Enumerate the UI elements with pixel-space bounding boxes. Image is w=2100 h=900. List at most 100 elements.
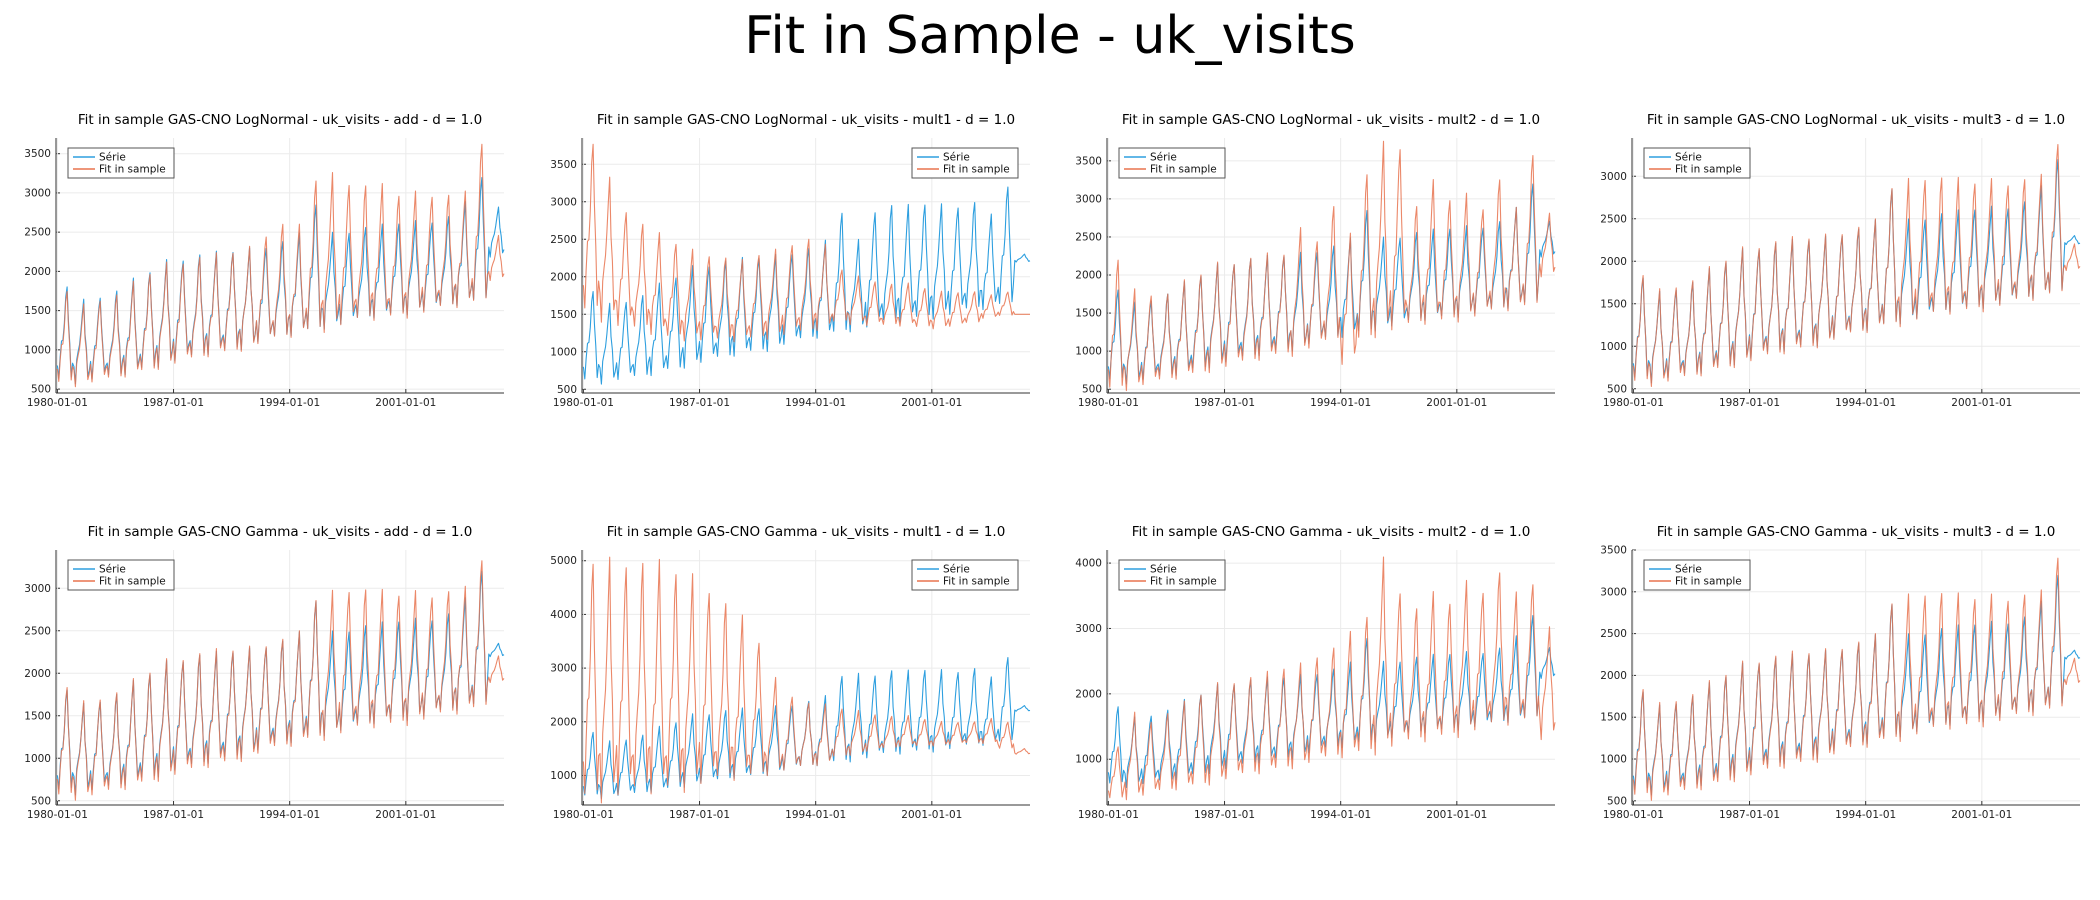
- y-tick-label: 4000: [1075, 558, 1102, 570]
- legend-box: [1643, 147, 1751, 179]
- x-tick-label: 1987-01-01: [669, 397, 730, 409]
- chart-title: Fit in sample GAS-CNO Gamma - uk_visits …: [1657, 524, 2056, 540]
- x-tick-label: 1994-01-01: [1310, 397, 1371, 409]
- y-tick-label: 4000: [550, 609, 577, 621]
- legend-label: Fit in sample: [1150, 164, 1217, 176]
- chart-title: Fit in sample GAS-CNO LogNormal - uk_vis…: [597, 112, 1015, 128]
- x-tick-label: 1980-01-01: [27, 397, 88, 409]
- y-tick-label: 3500: [550, 159, 577, 171]
- y-tick-label: 3000: [1600, 586, 1627, 598]
- x-tick-label: 1980-01-01: [1603, 397, 1664, 409]
- x-tick-label: 2001-01-01: [375, 397, 436, 409]
- y-tick-label: 5000: [550, 555, 577, 567]
- x-tick-label: 1994-01-01: [785, 397, 846, 409]
- y-tick-label: 2000: [1600, 256, 1627, 268]
- y-tick-label: 500: [557, 384, 577, 396]
- series-line-fit: [1632, 557, 2081, 801]
- chart-panel-4: Fit in sample GAS-CNO LogNormal - uk_vis…: [1600, 112, 2081, 409]
- y-tick-label: 3000: [550, 196, 577, 208]
- legend-box: [1118, 559, 1226, 591]
- y-tick-label: 500: [1607, 795, 1627, 807]
- y-tick-label: 1000: [24, 753, 51, 765]
- x-tick-label: 1987-01-01: [143, 809, 204, 821]
- y-tick-label: 2000: [24, 266, 51, 278]
- y-tick-label: 2000: [550, 716, 577, 728]
- x-tick-label: 1980-01-01: [1603, 809, 1664, 821]
- x-tick-label: 1987-01-01: [1194, 809, 1255, 821]
- series-line-serie: [56, 176, 505, 385]
- legend-label: Série: [1150, 152, 1177, 164]
- y-tick-label: 2500: [24, 625, 51, 637]
- series-line-fit: [1107, 556, 1556, 801]
- y-tick-label: 3000: [24, 187, 51, 199]
- y-tick-label: 1000: [24, 344, 51, 356]
- y-tick-label: 2500: [24, 227, 51, 239]
- x-tick-label: 1994-01-01: [259, 809, 320, 821]
- x-tick-label: 1987-01-01: [1719, 809, 1780, 821]
- chart-panel-6: Fit in sample GAS-CNO Gamma - uk_visits …: [550, 524, 1031, 821]
- x-tick-label: 1994-01-01: [259, 397, 320, 409]
- y-tick-label: 3000: [550, 663, 577, 675]
- series-line-serie: [1632, 159, 2081, 384]
- y-tick-label: 2500: [1600, 628, 1627, 640]
- x-tick-label: 1994-01-01: [1835, 397, 1896, 409]
- series-line-fit: [56, 560, 505, 801]
- y-tick-label: 1000: [550, 346, 577, 358]
- y-tick-label: 1500: [550, 309, 577, 321]
- chart-title: Fit in sample GAS-CNO LogNormal - uk_vis…: [1122, 112, 1540, 128]
- x-tick-label: 1994-01-01: [785, 809, 846, 821]
- x-tick-label: 1994-01-01: [1310, 809, 1371, 821]
- legend-label: Série: [943, 152, 970, 164]
- y-tick-label: 1000: [1075, 754, 1102, 766]
- legend-label: Fit in sample: [943, 164, 1010, 176]
- y-tick-label: 500: [1607, 383, 1627, 395]
- y-tick-label: 3500: [1075, 155, 1102, 167]
- chart-title: Fit in sample GAS-CNO Gamma - uk_visits …: [607, 524, 1006, 540]
- x-tick-label: 2001-01-01: [1426, 397, 1487, 409]
- x-tick-label: 1987-01-01: [1719, 397, 1780, 409]
- series-line-serie: [1107, 615, 1556, 788]
- y-tick-label: 2000: [1600, 670, 1627, 682]
- y-tick-label: 3000: [1600, 171, 1627, 183]
- x-tick-label: 2001-01-01: [1951, 397, 2012, 409]
- y-tick-label: 3000: [24, 583, 51, 595]
- chart-panel-7: Fit in sample GAS-CNO Gamma - uk_visits …: [1075, 524, 1556, 821]
- y-tick-label: 1000: [1600, 754, 1627, 766]
- series-line-fit: [56, 143, 505, 388]
- series-line-fit: [582, 143, 1030, 343]
- x-tick-label: 1987-01-01: [143, 397, 204, 409]
- chart-panel-3: Fit in sample GAS-CNO LogNormal - uk_vis…: [1075, 112, 1556, 409]
- series-line-fit: [1107, 140, 1556, 392]
- chart-title: Fit in sample GAS-CNO Gamma - uk_visits …: [88, 524, 473, 540]
- series-line-serie: [582, 186, 1031, 385]
- y-tick-label: 1500: [1600, 298, 1627, 310]
- legend-box: [67, 147, 175, 179]
- chart-panel-5: Fit in sample GAS-CNO Gamma - uk_visits …: [24, 524, 505, 821]
- y-tick-label: 3500: [24, 148, 51, 160]
- y-tick-label: 500: [31, 795, 51, 807]
- x-tick-label: 2001-01-01: [901, 397, 962, 409]
- x-tick-label: 1980-01-01: [27, 809, 88, 821]
- y-tick-label: 3000: [1075, 193, 1102, 205]
- series-line-fit: [1632, 143, 2081, 388]
- x-tick-label: 1994-01-01: [1835, 809, 1896, 821]
- series-line-serie: [56, 571, 505, 796]
- y-tick-label: 500: [1082, 384, 1102, 396]
- x-tick-label: 1980-01-01: [1078, 397, 1139, 409]
- legend-label: Fit in sample: [1675, 164, 1742, 176]
- y-tick-label: 1500: [1075, 308, 1102, 320]
- x-tick-label: 1980-01-01: [553, 397, 614, 409]
- legend-box: [1643, 559, 1751, 591]
- figure-title: Fit in Sample - uk_visits: [744, 6, 1356, 66]
- legend-label: Fit in sample: [99, 164, 166, 176]
- x-tick-label: 2001-01-01: [1951, 809, 2012, 821]
- legend-label: Fit in sample: [99, 576, 166, 588]
- chart-title: Fit in sample GAS-CNO LogNormal - uk_vis…: [1647, 112, 2065, 128]
- y-tick-label: 1500: [24, 305, 51, 317]
- x-tick-label: 2001-01-01: [901, 809, 962, 821]
